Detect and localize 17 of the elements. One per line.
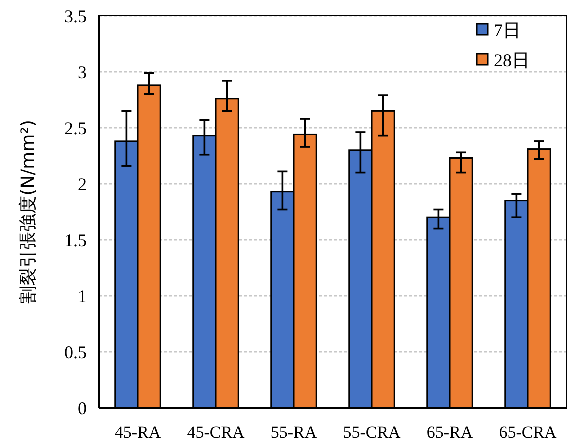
y-tick-label: 2 [78, 174, 87, 194]
y-tick-label: 0 [78, 398, 87, 418]
y-tick-label: 1 [78, 286, 87, 306]
y-tick-label: 3 [78, 62, 87, 82]
x-tick-label: 45-CRA [187, 423, 246, 442]
y-tick-label: 0.5 [64, 342, 87, 362]
x-tick-label: 45-RA [114, 423, 162, 442]
x-tick-label: 55-RA [270, 423, 318, 442]
y-tick-label: 2.5 [64, 118, 87, 138]
x-tick-label: 65-CRA [499, 423, 558, 442]
legend-label: 28日 [494, 50, 530, 70]
legend-label: 7日 [494, 20, 521, 40]
x-tick-label: 65-RA [426, 423, 474, 442]
y-tick-label: 3.5 [64, 6, 87, 26]
y-tick-label: 1.5 [64, 230, 87, 250]
y-axis-title: 割裂引張強度(N/mm²) [18, 120, 39, 304]
x-tick-label: 55-CRA [343, 423, 402, 442]
